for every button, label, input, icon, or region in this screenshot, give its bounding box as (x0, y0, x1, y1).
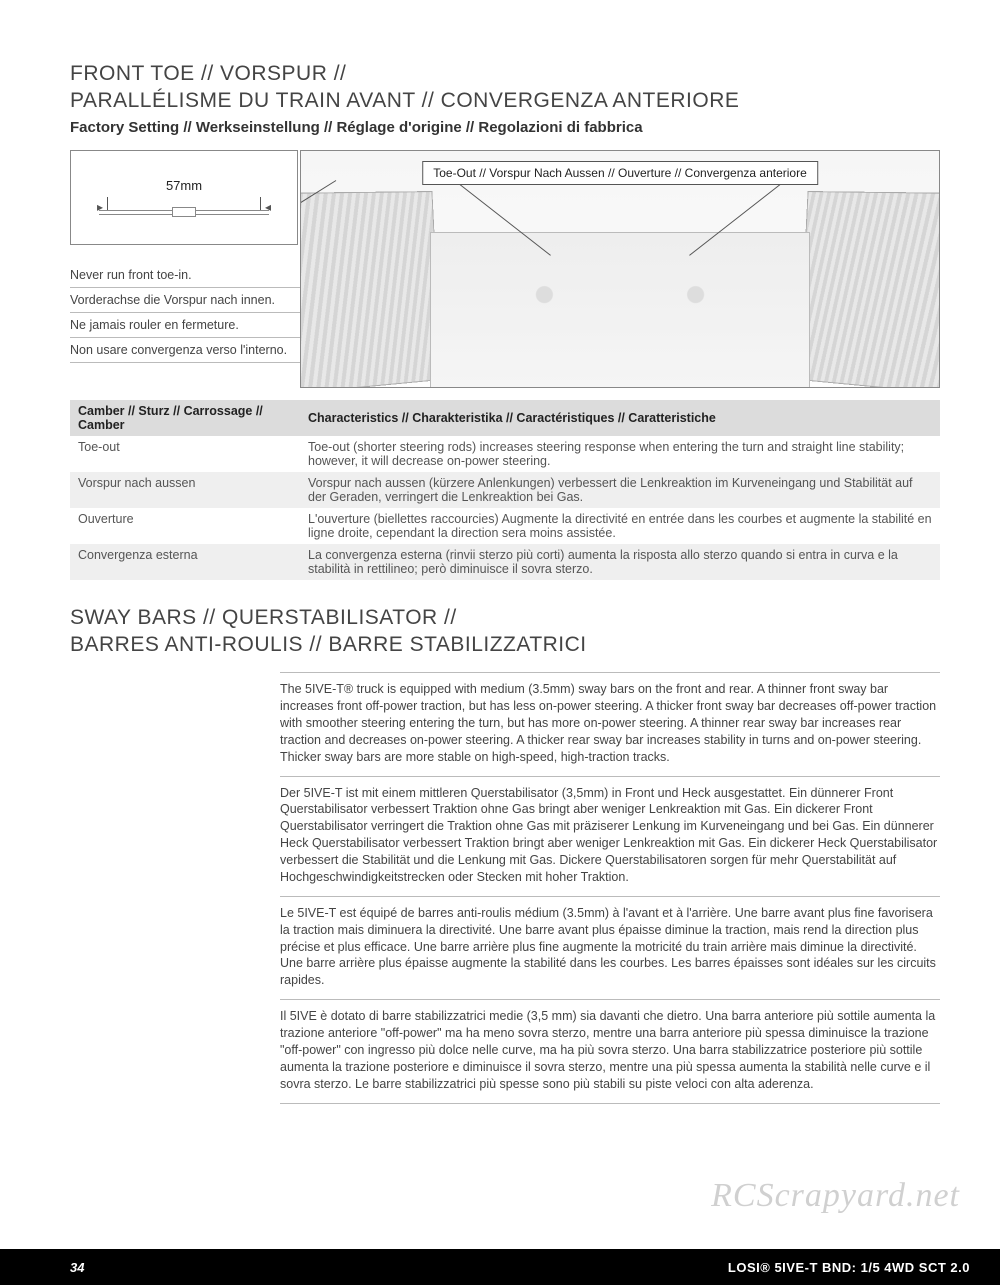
note-fr: Ne jamais rouler en fermeture. (70, 313, 300, 338)
row-text: Toe-out (shorter steering rods) increase… (300, 436, 940, 472)
sway-para-de: Der 5IVE-T ist mit einem mittleren Quers… (280, 777, 940, 897)
section-subtitle: Factory Setting // Werkseinstellung // R… (70, 119, 940, 136)
sway-para-en: The 5IVE-T® truck is equipped with mediu… (280, 672, 940, 776)
front-toe-diagram-row: 57mm ▸ ◂ Never run front toe-in. Vordera… (70, 150, 940, 388)
table-header-left: Camber // Sturz // Carrossage // Camber (70, 400, 300, 436)
table-row: Ouverture L'ouverture (biellettes raccou… (70, 508, 940, 544)
chassis-icon (430, 232, 810, 387)
row-label: Convergenza esterna (70, 544, 300, 580)
characteristics-table: Camber // Sturz // Carrossage // Camber … (70, 400, 940, 580)
sway-para-fr: Le 5IVE-T est équipé de barres anti-roul… (280, 897, 940, 1000)
measurement-column: 57mm ▸ ◂ Never run front toe-in. Vordera… (70, 150, 300, 388)
sway-para-it: Il 5IVE è dotato di barre stabilizzatric… (280, 1000, 940, 1103)
sway-title-line1: SWAY BARS // QUERSTABILISATOR // (70, 604, 940, 631)
table-row: Toe-out Toe-out (shorter steering rods) … (70, 436, 940, 472)
measurement-line-icon: ▸ ◂ (99, 197, 269, 217)
tire-right-icon (798, 191, 940, 388)
chassis-diagram: Toe-Out // Vorspur Nach Aussen // Ouvert… (300, 150, 940, 388)
watermark: RCScrapyard.net (711, 1177, 960, 1215)
section-title-line2: PARALLÉLISME DU TRAIN AVANT // CONVERGEN… (70, 87, 940, 114)
toe-notes: Never run front toe-in. Vorderachse die … (70, 263, 300, 363)
row-label: Toe-out (70, 436, 300, 472)
footer-model: LOSI® 5IVE-T BND: 1/5 4WD SCT 2.0 (728, 1260, 970, 1275)
page-footer: 34 LOSI® 5IVE-T BND: 1/5 4WD SCT 2.0 (0, 1249, 1000, 1285)
measurement-value: 57mm (166, 178, 202, 193)
row-text: Vorspur nach aussen (kürzere Anlenkungen… (300, 472, 940, 508)
note-it: Non usare convergenza verso l'interno. (70, 338, 300, 363)
note-en: Never run front toe-in. (70, 263, 300, 288)
row-label: Vorspur nach aussen (70, 472, 300, 508)
measurement-box: 57mm ▸ ◂ (70, 150, 298, 245)
table-row: Convergenza esterna La convergenza ester… (70, 544, 940, 580)
note-de: Vorderachse die Vorspur nach innen. (70, 288, 300, 313)
row-text: La convergenza esterna (rinvii sterzo pi… (300, 544, 940, 580)
sway-title-line2: BARRES ANTI-ROULIS // BARRE STABILIZZATR… (70, 631, 940, 658)
table-row: Vorspur nach aussen Vorspur nach aussen … (70, 472, 940, 508)
table-header-right: Characteristics // Charakteristika // Ca… (300, 400, 940, 436)
row-text: L'ouverture (biellettes raccourcies) Aug… (300, 508, 940, 544)
diagram-callout-label: Toe-Out // Vorspur Nach Aussen // Ouvert… (422, 161, 818, 185)
tire-left-icon (300, 191, 442, 388)
section-title-line1: FRONT TOE // VORSPUR // (70, 60, 940, 87)
row-label: Ouverture (70, 508, 300, 544)
sway-bars-body: The 5IVE-T® truck is equipped with mediu… (280, 672, 940, 1103)
page-number: 34 (70, 1260, 84, 1275)
